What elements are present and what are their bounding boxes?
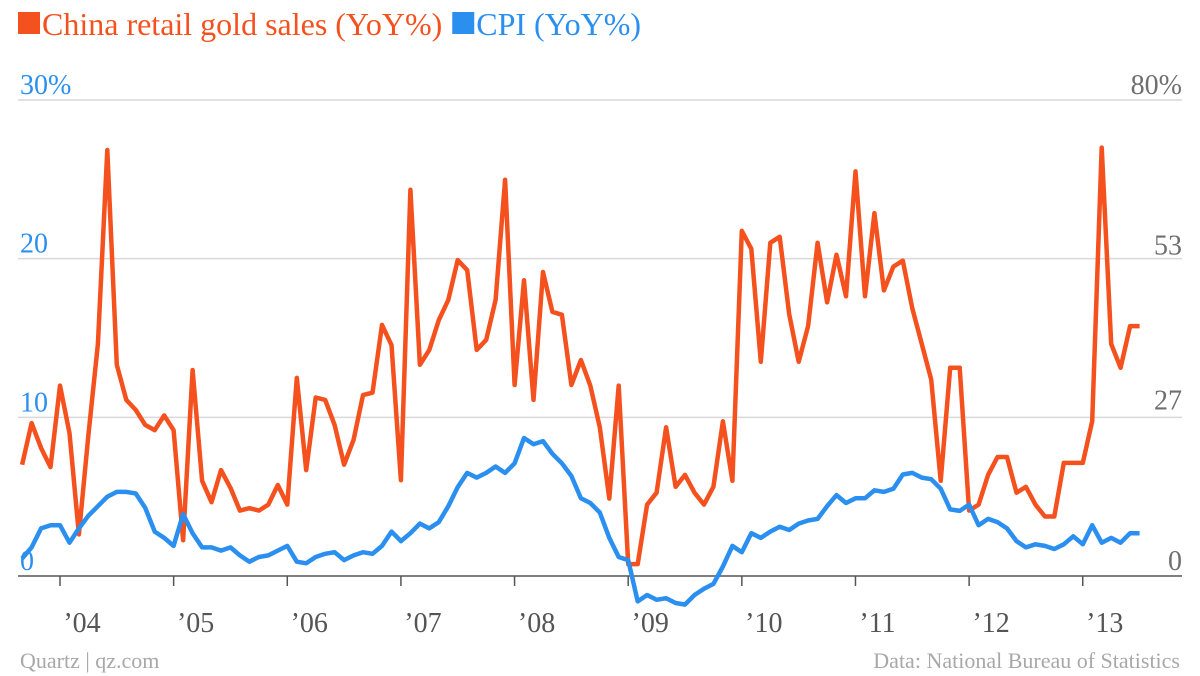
x-tick-label: ’09	[632, 608, 669, 639]
source: Data: National Bureau of Statistics	[873, 648, 1180, 673]
y-tick-label: 10	[20, 387, 48, 418]
credit: Quartz | qz.com	[20, 648, 159, 673]
y2-tick-label: 53	[1154, 231, 1182, 262]
y-tick-label: 20	[20, 229, 48, 260]
x-tick-label: ’12	[972, 608, 1009, 639]
legend-swatch	[18, 12, 40, 34]
y2-tick-label: 0	[1168, 546, 1182, 577]
y2-tick-label: 80%	[1131, 70, 1182, 101]
x-tick-label: ’04	[63, 608, 100, 639]
y-tick-label: 30%	[20, 70, 71, 101]
x-tick-label: ’13	[1086, 608, 1123, 639]
legend: China retail gold sales (YoY%) CPI (YoY%)	[18, 6, 641, 42]
series-line	[19, 145, 1140, 567]
x-tick-label: ’06	[291, 608, 328, 639]
x-tick-label: ’08	[518, 608, 555, 639]
x-tick-label: ’05	[177, 608, 214, 639]
y2-tick-label: 27	[1154, 385, 1182, 416]
x-tick-label: ’11	[859, 608, 895, 639]
legend-label: China retail gold sales (YoY%)	[42, 6, 442, 42]
legend-swatch	[452, 12, 475, 34]
series-line	[20, 435, 1140, 607]
legend-label: CPI (YoY%)	[476, 6, 641, 42]
x-tick-label: ’07	[404, 608, 441, 639]
x-tick-label: ’10	[745, 608, 782, 639]
